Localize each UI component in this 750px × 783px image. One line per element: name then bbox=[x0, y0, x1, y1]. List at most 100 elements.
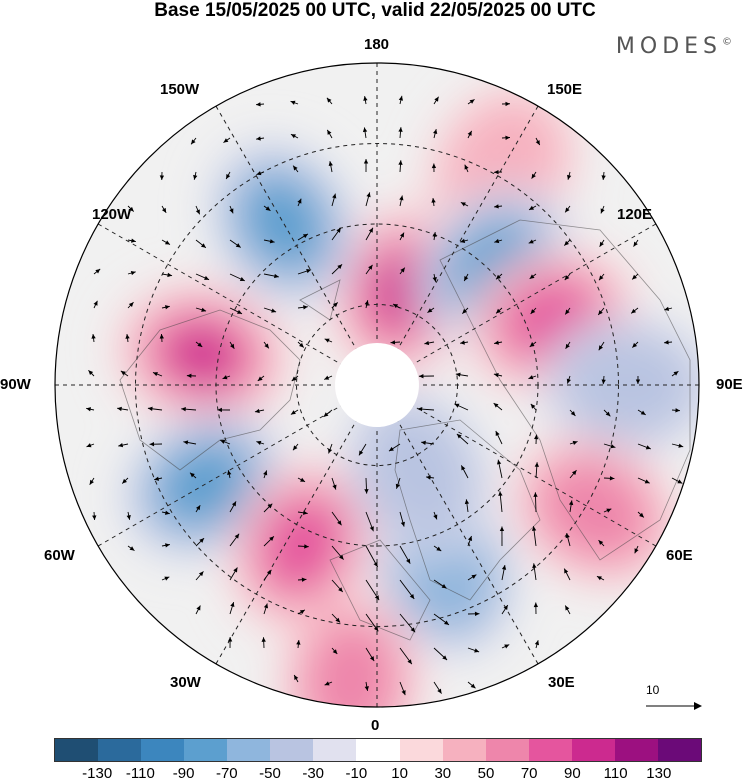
wind-arrow-84 bbox=[195, 307, 207, 312]
colorbar-cell-13 bbox=[614, 739, 658, 761]
wind-arrow-129 bbox=[601, 375, 606, 385]
wind-arrow-233 bbox=[263, 603, 269, 615]
wind-arrow-122 bbox=[291, 375, 299, 382]
wind-arrow-23 bbox=[292, 165, 299, 173]
lon-label-150e: 150E bbox=[547, 81, 583, 98]
wind-arrow-103 bbox=[229, 341, 235, 349]
wind-arrow-248 bbox=[399, 647, 413, 665]
wind-arrow-195 bbox=[464, 499, 470, 513]
wind-arrow-115 bbox=[663, 340, 673, 345]
lon-label-90w: 90W bbox=[0, 376, 31, 393]
anomaly-center-12 bbox=[355, 401, 480, 544]
wind-arrow-109 bbox=[460, 340, 469, 345]
wind-arrow-51 bbox=[229, 239, 241, 248]
wind-arrow-244 bbox=[261, 637, 266, 649]
wind-vectors bbox=[86, 95, 684, 696]
wind-arrow-121 bbox=[257, 375, 265, 382]
wind-arrow-175 bbox=[395, 477, 401, 489]
wind-arrow-213 bbox=[531, 526, 537, 547]
anomaly-center-11 bbox=[303, 620, 400, 707]
wind-arrow-56 bbox=[399, 232, 405, 241]
wind-arrow-43 bbox=[460, 201, 469, 207]
wind-arrow-229 bbox=[563, 568, 571, 581]
wind-arrow-63 bbox=[633, 239, 639, 247]
wind-arrow-29 bbox=[493, 169, 503, 175]
wind-arrow-164 bbox=[637, 443, 651, 450]
wind-arrow-1 bbox=[290, 100, 299, 105]
wind-arrow-94 bbox=[530, 307, 537, 315]
wind-arrow-159 bbox=[456, 433, 469, 445]
wind-arrow-76 bbox=[495, 273, 503, 280]
wind-arrow-111 bbox=[529, 341, 537, 348]
wind-arrow-181 bbox=[603, 476, 615, 481]
wind-arrow-219 bbox=[229, 567, 238, 581]
wind-arrow-30 bbox=[531, 171, 537, 179]
wind-arrow-208 bbox=[365, 545, 379, 568]
wind-arrow-251 bbox=[501, 644, 510, 649]
wind-arrow-36 bbox=[229, 205, 234, 214]
wind-arrow-207 bbox=[331, 545, 344, 560]
wind-arrow-2 bbox=[326, 97, 333, 105]
modes-logo: MODES© bbox=[616, 34, 732, 59]
wind-arrow-17 bbox=[501, 135, 511, 140]
wind-arrow-182 bbox=[637, 477, 650, 484]
coastline-0 bbox=[119, 309, 301, 471]
colorbar-tick-label: 110 bbox=[603, 765, 628, 782]
wind-arrow-26 bbox=[398, 160, 403, 173]
wind-arrow-243 bbox=[227, 637, 233, 649]
wind-arrow-206 bbox=[297, 544, 309, 549]
wind-arrow-239 bbox=[467, 611, 480, 617]
wind-arrow-104 bbox=[263, 341, 270, 349]
wind-arrow-242 bbox=[564, 605, 571, 615]
wind-arrow-38 bbox=[297, 198, 302, 207]
wind-arrow-77 bbox=[529, 273, 537, 280]
wind-arrow-113 bbox=[598, 341, 605, 351]
wind-arrow-35 bbox=[195, 205, 201, 215]
wind-arrow-73 bbox=[399, 267, 406, 275]
wind-arrow-222 bbox=[331, 579, 344, 593]
wind-arrow-44 bbox=[494, 204, 503, 209]
colorbar-tick-label: -110 bbox=[125, 765, 155, 782]
wind-arrow-193 bbox=[399, 511, 405, 527]
wind-arrow-140 bbox=[417, 406, 435, 412]
wind-arrow-189 bbox=[263, 503, 273, 513]
wind-arrow-27 bbox=[431, 163, 437, 173]
wind-arrow-226 bbox=[467, 574, 477, 581]
wind-arrow-188 bbox=[229, 501, 237, 513]
wind-arrow-12 bbox=[326, 129, 333, 139]
landmasses bbox=[119, 219, 691, 641]
wind-arrow-241 bbox=[533, 602, 539, 615]
wind-arrow-194 bbox=[433, 511, 438, 520]
anomaly-center-6 bbox=[554, 326, 699, 444]
lon-label-30e: 30E bbox=[548, 674, 575, 691]
wind-arrow-78 bbox=[564, 273, 571, 281]
wind-arrow-199 bbox=[603, 508, 612, 513]
wind-arrow-148 bbox=[86, 443, 95, 448]
wind-arrow-134 bbox=[147, 406, 163, 411]
coastline-2 bbox=[394, 419, 541, 601]
wind-arrow-224 bbox=[399, 579, 415, 600]
wind-arrow-178 bbox=[496, 459, 503, 479]
wind-arrow-4 bbox=[398, 95, 404, 105]
wind-arrow-156 bbox=[358, 443, 367, 456]
wind-arrow-124 bbox=[418, 374, 435, 379]
wind-arrow-201 bbox=[127, 545, 135, 552]
wind-arrow-218 bbox=[195, 571, 204, 581]
wind-arrow-85 bbox=[229, 307, 243, 315]
wind-arrow-108 bbox=[424, 340, 435, 346]
colorbar-cell-6 bbox=[313, 739, 357, 761]
wind-arrow-127 bbox=[528, 375, 537, 380]
wind-arrow-41 bbox=[399, 195, 404, 207]
wind-arrow-40 bbox=[365, 192, 371, 207]
lon-label-60e: 60E bbox=[666, 547, 693, 564]
wind-arrow-221 bbox=[297, 577, 307, 582]
wind-arrow-133 bbox=[117, 406, 129, 412]
anomaly-center-0 bbox=[375, 259, 429, 324]
reference-vector bbox=[646, 702, 702, 710]
colorbar-cell-2 bbox=[141, 739, 185, 761]
wind-arrow-177 bbox=[460, 465, 469, 479]
wind-arrow-75 bbox=[463, 273, 469, 282]
wind-arrow-217 bbox=[161, 576, 170, 581]
colorbar-tick-label: -30 bbox=[302, 765, 325, 782]
